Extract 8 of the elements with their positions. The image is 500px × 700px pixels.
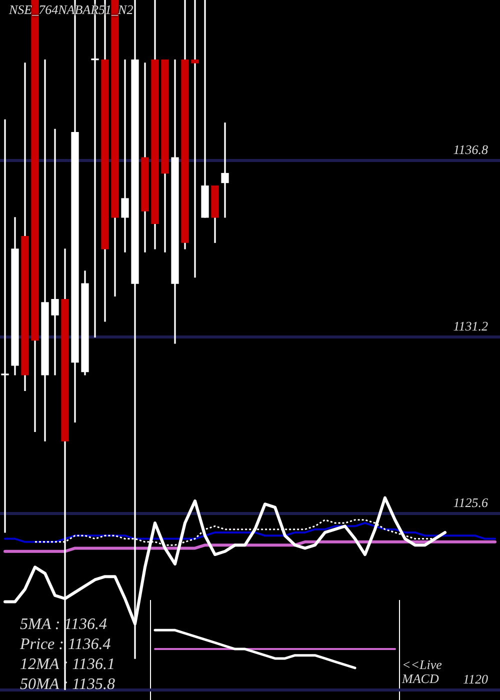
y-tick-label: 1120 (462, 671, 488, 686)
y-tick-label: 1136.8 (453, 142, 488, 158)
annotation: 50MA : 1135.8 (20, 675, 115, 695)
annotation: 12MA : 1136.1 (20, 655, 115, 675)
annotation: <<Live MACD (402, 657, 443, 686)
y-tick-label: 1125.6 (453, 494, 488, 510)
y-tick-label: 1131.2 (453, 318, 488, 334)
annotation: Price : 1136.4 (20, 635, 111, 655)
